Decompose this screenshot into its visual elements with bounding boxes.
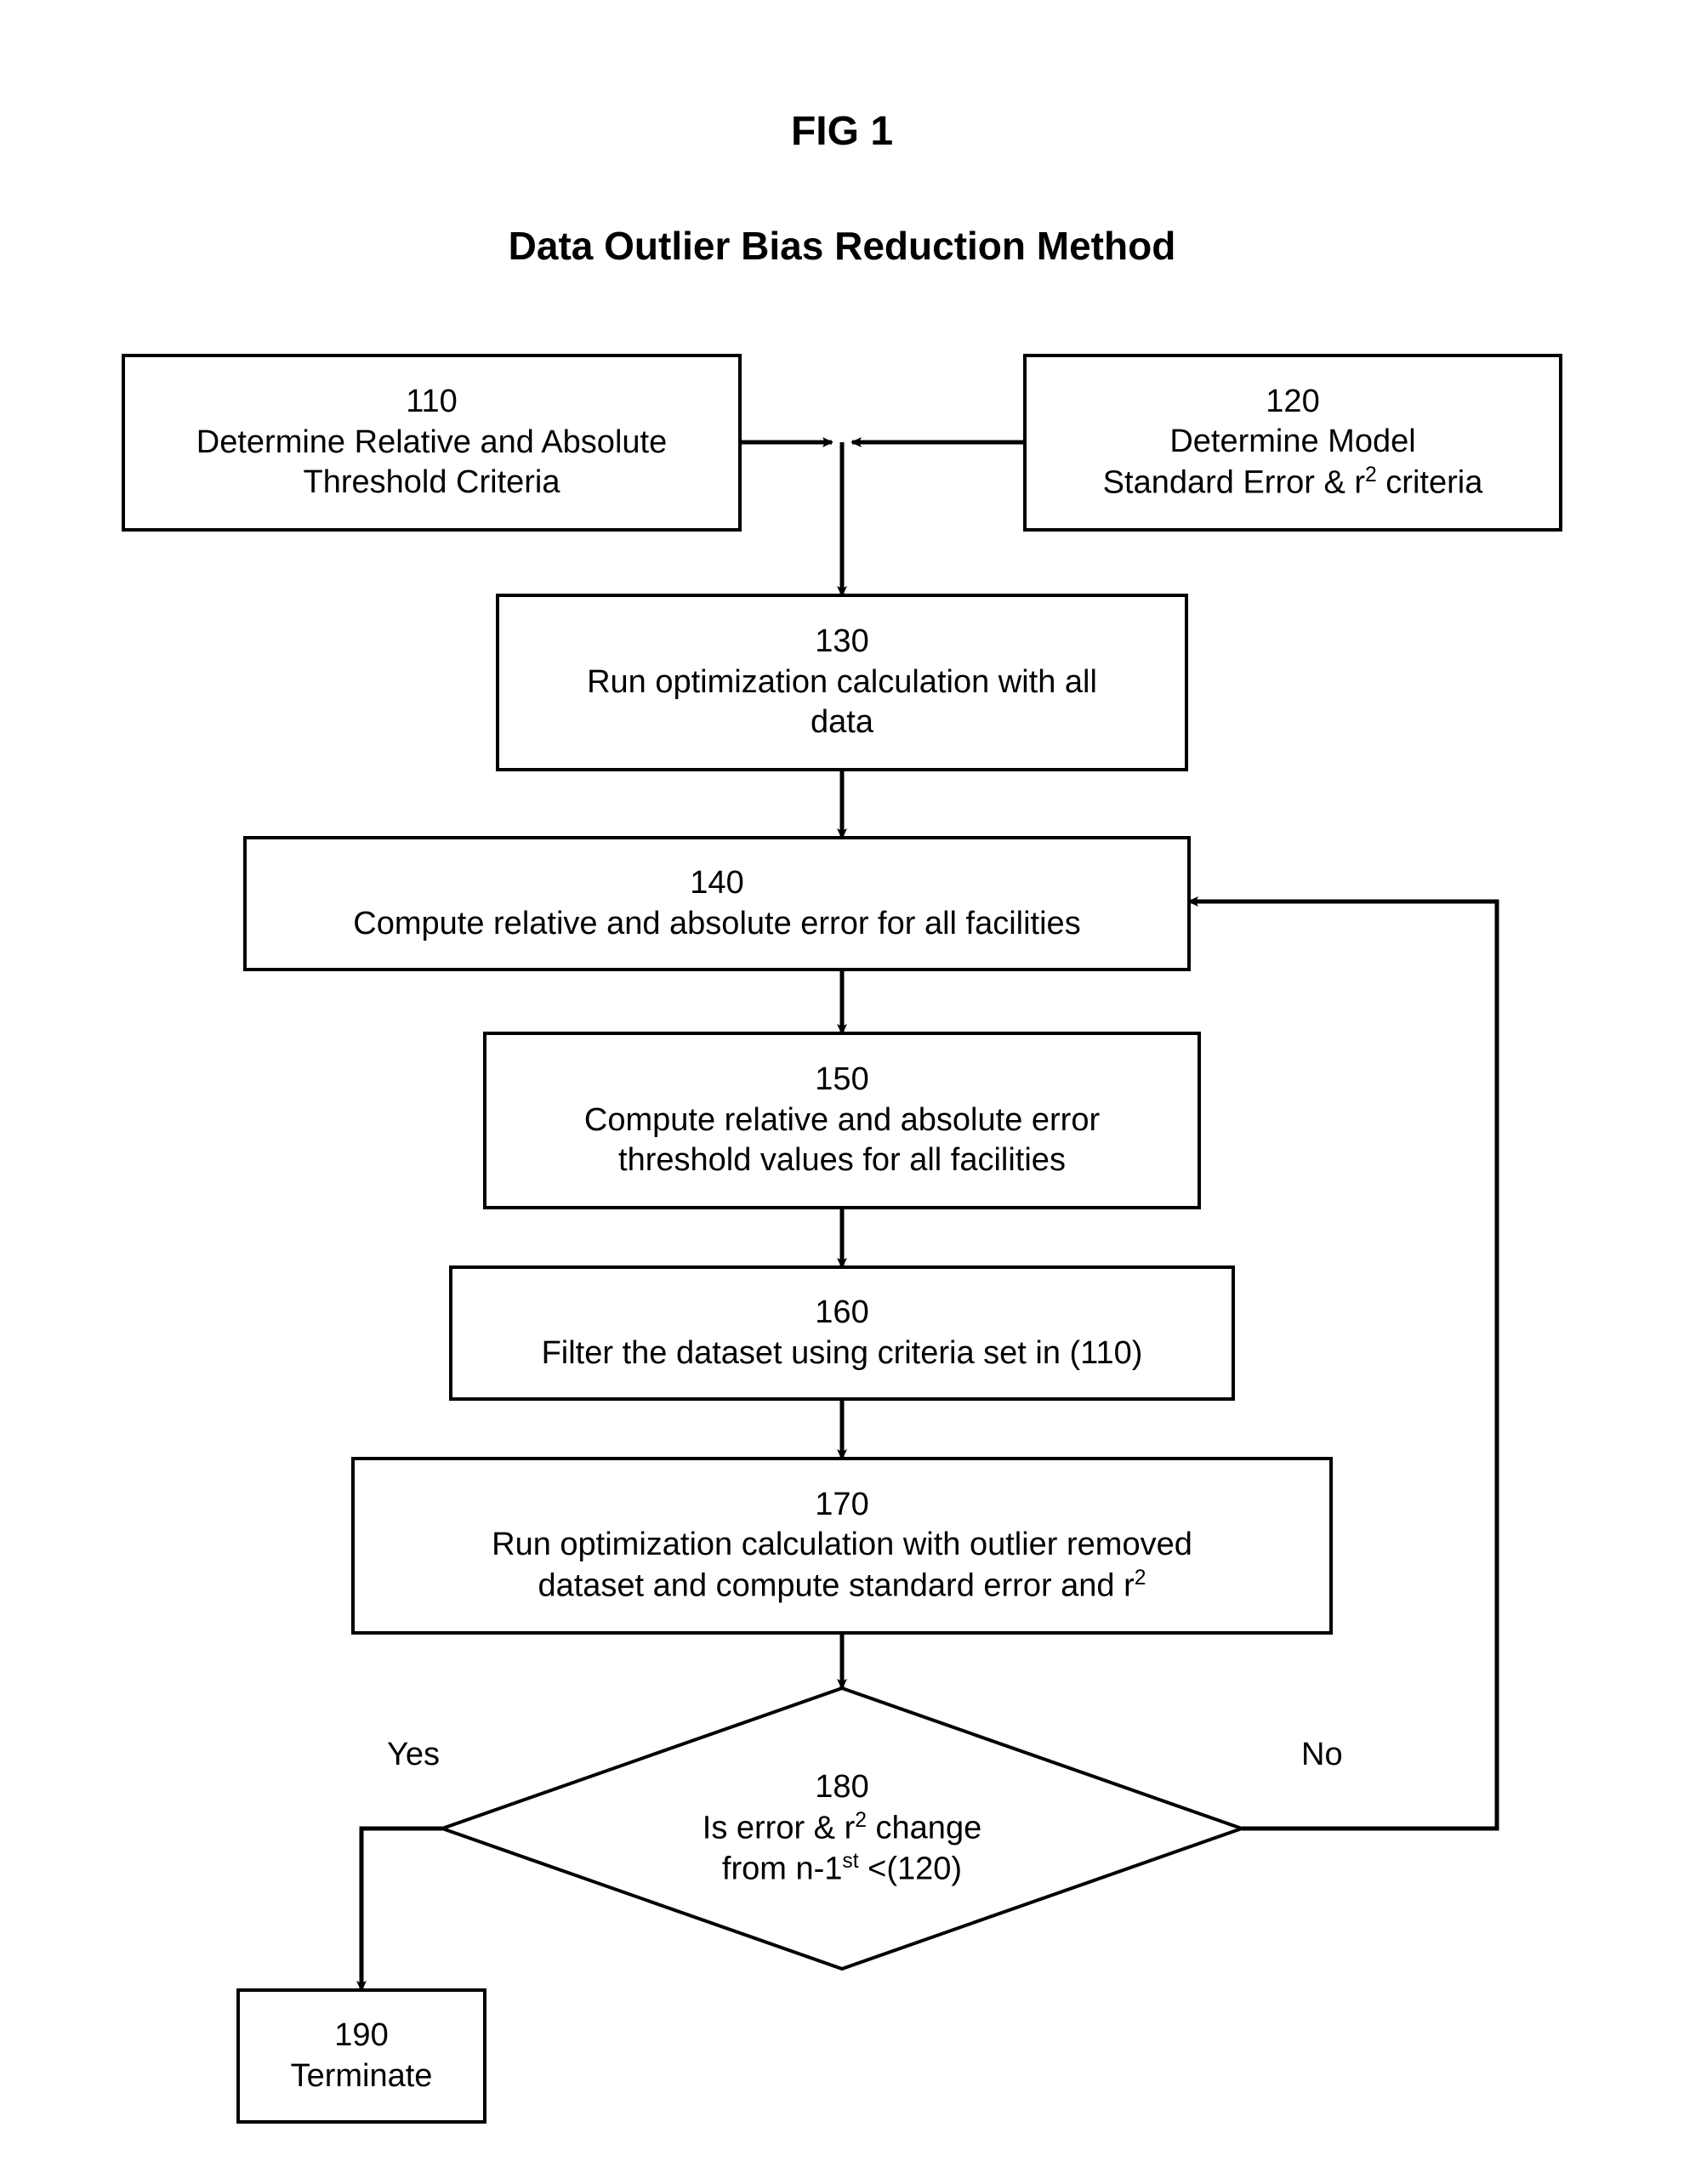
node-n190: 190Terminate <box>238 1990 485 2122</box>
node-number: 180 <box>815 1767 868 1808</box>
node-label: Compute relative and absolute errorthres… <box>584 1101 1100 1181</box>
node-n180: 180Is error & r2 changefrom n-1st <(120) <box>442 1688 1242 1969</box>
node-label: Terminate <box>291 2056 433 2097</box>
node-number: 190 <box>334 2016 388 2056</box>
node-n160: 160Filter the dataset using criteria set… <box>451 1267 1233 1399</box>
node-number: 140 <box>690 863 743 904</box>
node-n110: 110Determine Relative and AbsoluteThresh… <box>123 355 740 530</box>
figure-label: FIG 1 <box>0 102 1684 162</box>
node-label: Run optimization calculation with alldat… <box>587 663 1097 743</box>
figure-title: Data Outlier Bias Reduction Method <box>0 217 1684 276</box>
node-content: 170Run optimization calculation with out… <box>353 1459 1331 1633</box>
node-content: 130Run optimization calculation with all… <box>498 595 1186 770</box>
node-number: 170 <box>815 1485 868 1526</box>
node-number: 120 <box>1266 382 1319 423</box>
edge-label-yes: Yes <box>387 1737 440 1772</box>
node-label: Run optimization calculation with outlie… <box>492 1525 1192 1607</box>
node-label: Compute relative and absolute error for … <box>353 904 1080 945</box>
node-n150: 150Compute relative and absolute errorth… <box>485 1033 1199 1208</box>
flowchart-canvas: FIG 1 Data Outlier Bias Reduction Method… <box>0 0 1684 2184</box>
node-number: 150 <box>815 1060 868 1101</box>
node-content: 160Filter the dataset using criteria set… <box>451 1267 1233 1399</box>
node-n130: 130Run optimization calculation with all… <box>498 595 1186 770</box>
edge-label-no: No <box>1301 1737 1343 1772</box>
node-number: 130 <box>815 622 868 663</box>
node-number: 160 <box>815 1293 868 1334</box>
node-label: Is error & r2 changefrom n-1st <(120) <box>703 1808 981 1890</box>
node-label: Filter the dataset using criteria set in… <box>542 1334 1143 1374</box>
node-content: 150Compute relative and absolute errorth… <box>485 1033 1199 1208</box>
node-content: 140Compute relative and absolute error f… <box>245 838 1189 970</box>
edge-e180-yes <box>361 1829 442 1990</box>
node-label: Determine ModelStandard Error & r2 crite… <box>1103 422 1483 503</box>
node-content: 120Determine ModelStandard Error & r2 cr… <box>1025 355 1561 530</box>
node-content: 190Terminate <box>238 1990 485 2122</box>
node-label: Determine Relative and AbsoluteThreshold… <box>196 423 667 503</box>
edge-e180-no <box>1189 901 1497 1829</box>
node-n120: 120Determine ModelStandard Error & r2 cr… <box>1025 355 1561 530</box>
node-n140: 140Compute relative and absolute error f… <box>245 838 1189 970</box>
node-number: 110 <box>406 382 458 423</box>
node-n170: 170Run optimization calculation with out… <box>353 1459 1331 1633</box>
node-content: 110Determine Relative and AbsoluteThresh… <box>123 355 740 530</box>
node-content: 180Is error & r2 changefrom n-1st <(120) <box>623 1709 1062 1948</box>
